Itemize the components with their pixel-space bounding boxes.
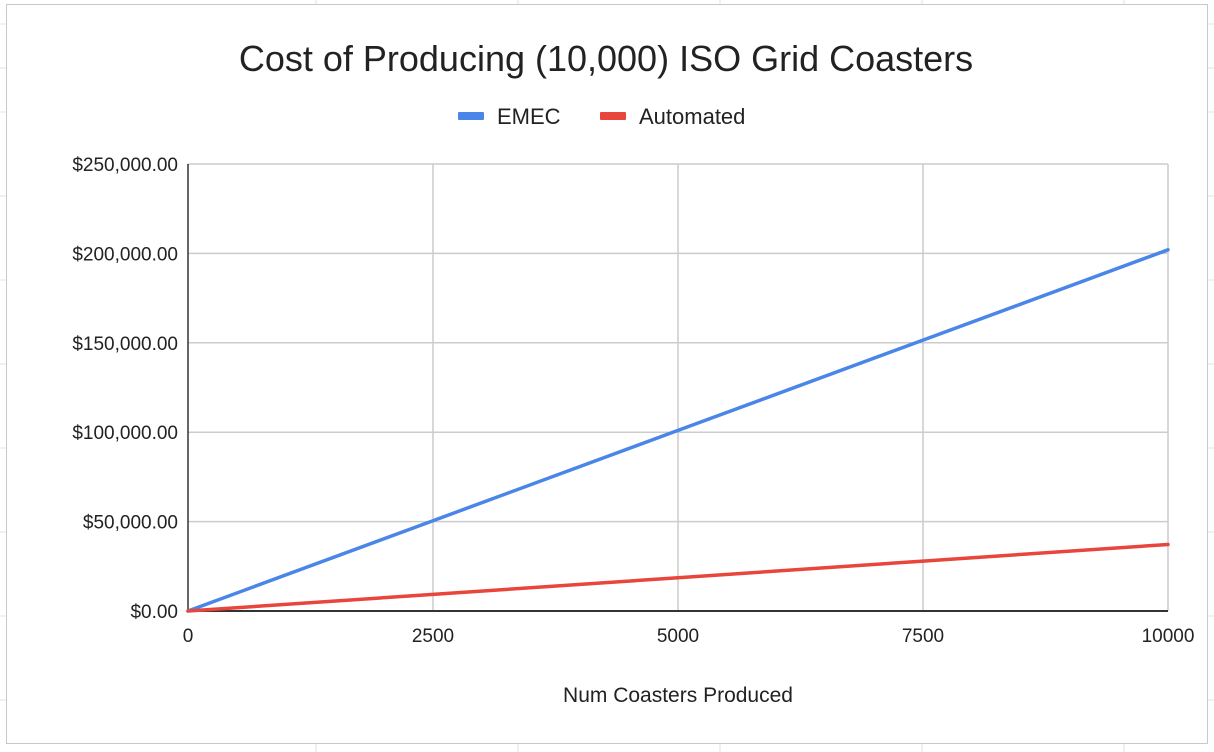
y-tick-label: $200,000.00	[72, 244, 178, 265]
legend-swatch-emec	[458, 112, 484, 120]
x-tick-label: 5000	[657, 626, 699, 647]
gridlines	[188, 163, 1169, 611]
y-tick-label: $100,000.00	[72, 423, 178, 444]
series-line-emec[interactable]	[186, 248, 1170, 613]
legend-label-automated[interactable]: Automated	[639, 104, 745, 129]
axes	[187, 164, 1168, 612]
y-tick-label: $250,000.00	[72, 155, 178, 176]
y-axis-ticks: $0.00 $50,000.00 $100,000.00 $150,000.00 $20…	[72, 155, 178, 623]
legend-label-emec[interactable]: EMEC	[497, 104, 561, 129]
x-axis-label: Num Coasters Produced	[563, 684, 793, 707]
y-tick-label: $50,000.00	[83, 513, 178, 534]
chart-title: Cost of Producing (10,000) ISO Grid Coas…	[239, 38, 973, 79]
x-tick-label: 7500	[902, 626, 944, 647]
x-tick-label: 0	[183, 626, 194, 647]
x-tick-label: 2500	[412, 626, 454, 647]
legend[interactable]: EMEC Automated	[458, 104, 745, 129]
y-tick-label: $0.00	[130, 602, 178, 623]
chart-container[interactable]	[6, 4, 1208, 744]
x-tick-label: 10000	[1142, 626, 1195, 647]
legend-swatch-automated	[600, 112, 626, 120]
y-tick-label: $150,000.00	[72, 334, 178, 355]
series-lines[interactable]	[186, 248, 1170, 613]
x-axis-ticks: 0 2500 5000 7500 10000	[183, 626, 1195, 647]
series-line-automated[interactable]	[186, 542, 1170, 613]
